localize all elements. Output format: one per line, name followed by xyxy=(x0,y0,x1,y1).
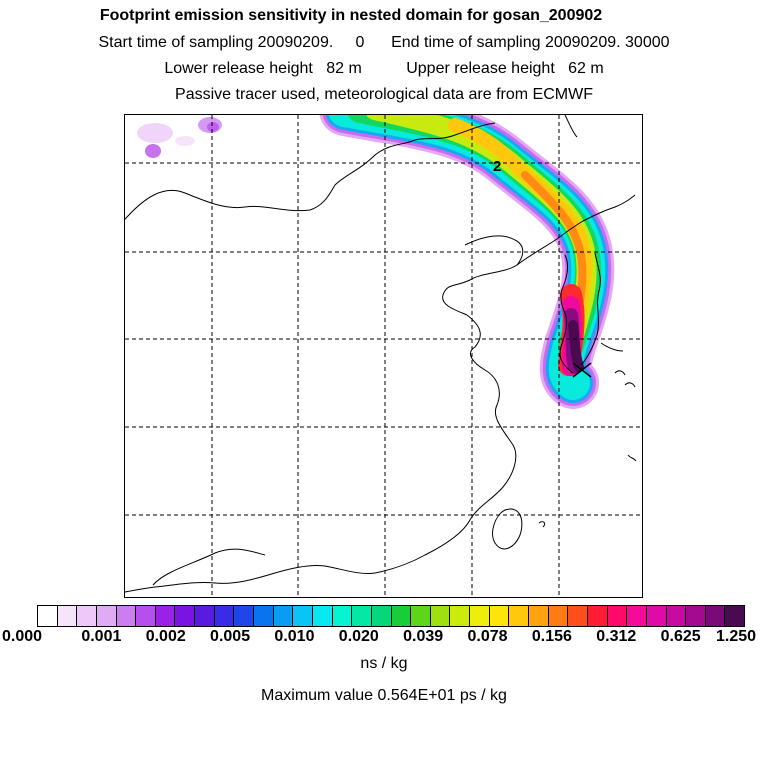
colorbar-tick-label: 0.000 xyxy=(1,628,43,645)
colorbar-swatch xyxy=(470,606,490,626)
colorbar-swatch xyxy=(332,606,353,626)
colorbar-swatch xyxy=(234,606,255,626)
footprint-map: 2 xyxy=(125,115,642,597)
colorbar-swatch xyxy=(725,606,745,626)
colorbar-tick-label: 0.020 xyxy=(338,628,379,645)
sampling-time-line: Start time of sampling 20090209. 0 End t… xyxy=(98,34,670,51)
colorbar-tick-label: 0.156 xyxy=(531,628,572,645)
colorbar-swatch xyxy=(430,606,451,626)
units-label: ns / kg xyxy=(360,655,408,672)
colorbar-tick-label: 0.625 xyxy=(660,628,701,645)
colorbar-tick-label: 0.005 xyxy=(210,628,251,645)
colorbar-swatch xyxy=(38,606,58,626)
colorbar-swatch xyxy=(411,606,431,626)
colorbar-swatch xyxy=(548,606,569,626)
colorbar-swatch xyxy=(450,606,471,626)
release-height-line: Lower release height 82 m Upper release … xyxy=(164,60,604,77)
colorbar-swatch xyxy=(195,606,215,626)
colorbar-tick-label: 0.001 xyxy=(81,628,122,645)
colorbar-tick-label: 1.250 xyxy=(715,628,757,645)
colorbar-tick-label: 0.010 xyxy=(274,628,315,645)
colorbar-swatch xyxy=(391,606,412,626)
colorbar-swatch xyxy=(352,606,372,626)
colorbar-swatch xyxy=(489,606,510,626)
coastlines xyxy=(125,115,637,593)
colorbar-tick-label: 0.039 xyxy=(403,628,444,645)
colorbar xyxy=(37,605,745,627)
colorbar-swatch xyxy=(273,606,294,626)
colorbar-swatch xyxy=(77,606,97,626)
colorbar-swatch xyxy=(705,606,726,626)
colorbar-swatch xyxy=(627,606,647,626)
colorbar-swatch xyxy=(155,606,176,626)
sensitivity-patches xyxy=(137,117,222,158)
colorbar-tick-labels: 0.000 0.001 0.002 0.005 0.010 0.020 0.039 0.078… xyxy=(0,628,768,648)
colorbar-swatch xyxy=(568,606,588,626)
colorbar-swatch xyxy=(607,606,628,626)
colorbar-swatch xyxy=(136,606,156,626)
colorbar-swatch xyxy=(96,606,117,626)
emission-plume xyxy=(319,115,615,409)
colorbar-swatch xyxy=(529,606,549,626)
colorbar-swatch xyxy=(371,606,392,626)
colorbar-swatch xyxy=(686,606,706,626)
colorbar-swatch xyxy=(509,606,530,626)
colorbar-swatch xyxy=(57,606,78,626)
colorbar-swatch xyxy=(214,606,235,626)
colorbar-swatch xyxy=(175,606,196,626)
map-title: Footprint emission sensitivity in nested… xyxy=(99,7,603,24)
colorbar-swatch xyxy=(312,606,333,626)
colorbar-swatch xyxy=(293,606,313,626)
colorbar-swatch xyxy=(254,606,274,626)
colorbar-tick-label: 0.312 xyxy=(596,628,637,645)
colorbar-swatch xyxy=(587,606,608,626)
colorbar-swatch xyxy=(646,606,667,626)
colorbar-tick-label: 0.078 xyxy=(467,628,508,645)
maximum-value-label: Maximum value 0.564E+01 ps / kg xyxy=(261,687,507,704)
contour-label: 2 xyxy=(493,158,501,175)
map-panel: 2 xyxy=(124,114,643,598)
lat-lon-grid xyxy=(125,115,642,597)
colorbar-swatch xyxy=(666,606,687,626)
colorbar-tick-label: 0.002 xyxy=(145,628,186,645)
tracer-info-line: Passive tracer used, meteorological data… xyxy=(175,86,593,103)
colorbar-swatch xyxy=(116,606,137,626)
receptor-marker xyxy=(572,362,592,378)
